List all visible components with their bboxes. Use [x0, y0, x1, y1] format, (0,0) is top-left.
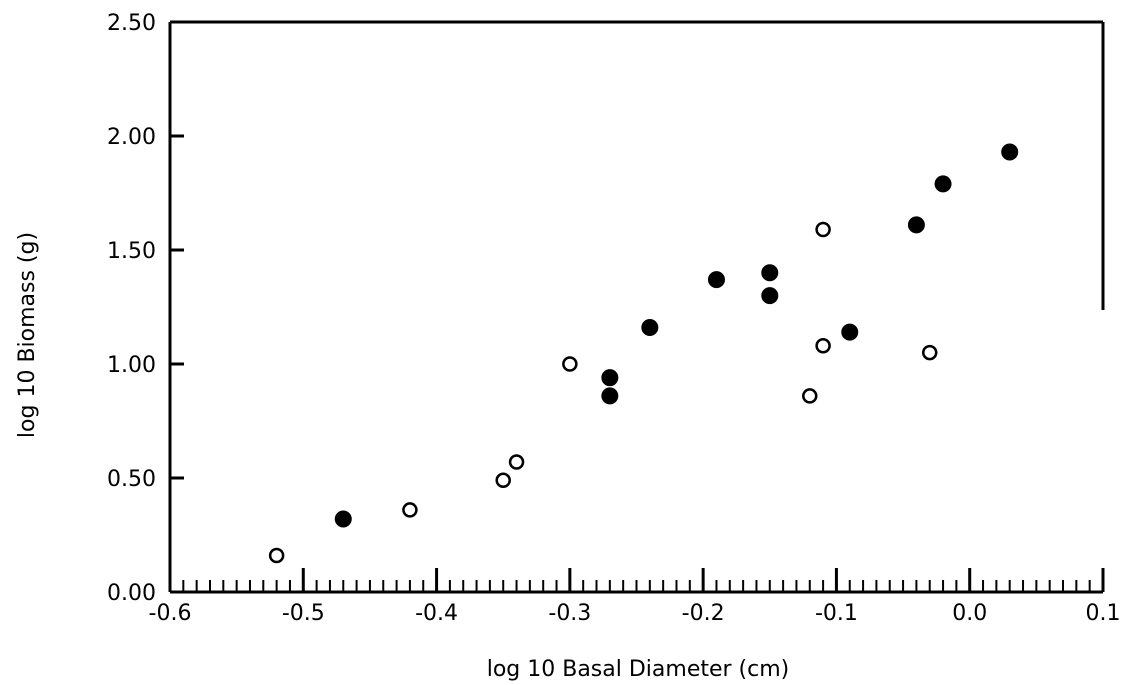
x-tick-label: -0.3 [548, 601, 591, 626]
x-tick-label: 0.0 [952, 601, 987, 626]
open-data-point [562, 356, 578, 372]
x-tick-label: -0.6 [149, 601, 192, 626]
filled-data-point [601, 369, 619, 387]
x-axis-label: log 10 Basal Diameter (cm) [487, 657, 790, 682]
filled-data-point [334, 510, 352, 528]
filled-data-point [907, 216, 925, 234]
open-data-point [815, 221, 831, 238]
open-data-point [402, 502, 418, 518]
filled-data-point [761, 287, 779, 305]
x-tick-label: -0.5 [282, 601, 325, 626]
open-data-point [921, 344, 938, 361]
y-tick-label: 2.50 [107, 11, 156, 36]
x-tick-label: 0.1 [1086, 601, 1121, 626]
plot-frame [168, 20, 1105, 594]
open-data-point [495, 472, 511, 489]
open-data-point [815, 338, 831, 354]
filled-data-point [761, 264, 779, 282]
x-tick-label: -0.4 [415, 601, 458, 626]
x-tick-label: -0.2 [682, 601, 725, 626]
filled-data-point [841, 323, 859, 341]
y-axis-label: log 10 Biomass (g) [15, 232, 40, 438]
filled-data-point [707, 271, 725, 289]
filled-data-point [1001, 143, 1019, 161]
y-tick-label: 2.00 [107, 125, 156, 150]
x-tick-label: -0.1 [815, 601, 858, 626]
open-data-point [268, 547, 285, 564]
filled-data-point [601, 387, 619, 405]
open-data-point [508, 454, 525, 470]
y-tick-label: 0.00 [107, 581, 156, 606]
x-axis-ticks: -0.6 -0.5 -0.4 -0.3 -0.2 -0.1 0.0 0.1 [149, 568, 1121, 626]
filled-data-point [641, 319, 659, 337]
open-data-point [802, 388, 818, 404]
y-tick-label: 1.50 [107, 239, 156, 264]
data-points [268, 143, 1019, 564]
y-tick-label: 1.00 [107, 353, 156, 378]
y-tick-label: 0.50 [107, 467, 156, 492]
y-axis-ticks: 0.00 0.50 1.00 1.50 2.00 2.50 [107, 11, 184, 606]
filled-data-point [934, 175, 952, 193]
